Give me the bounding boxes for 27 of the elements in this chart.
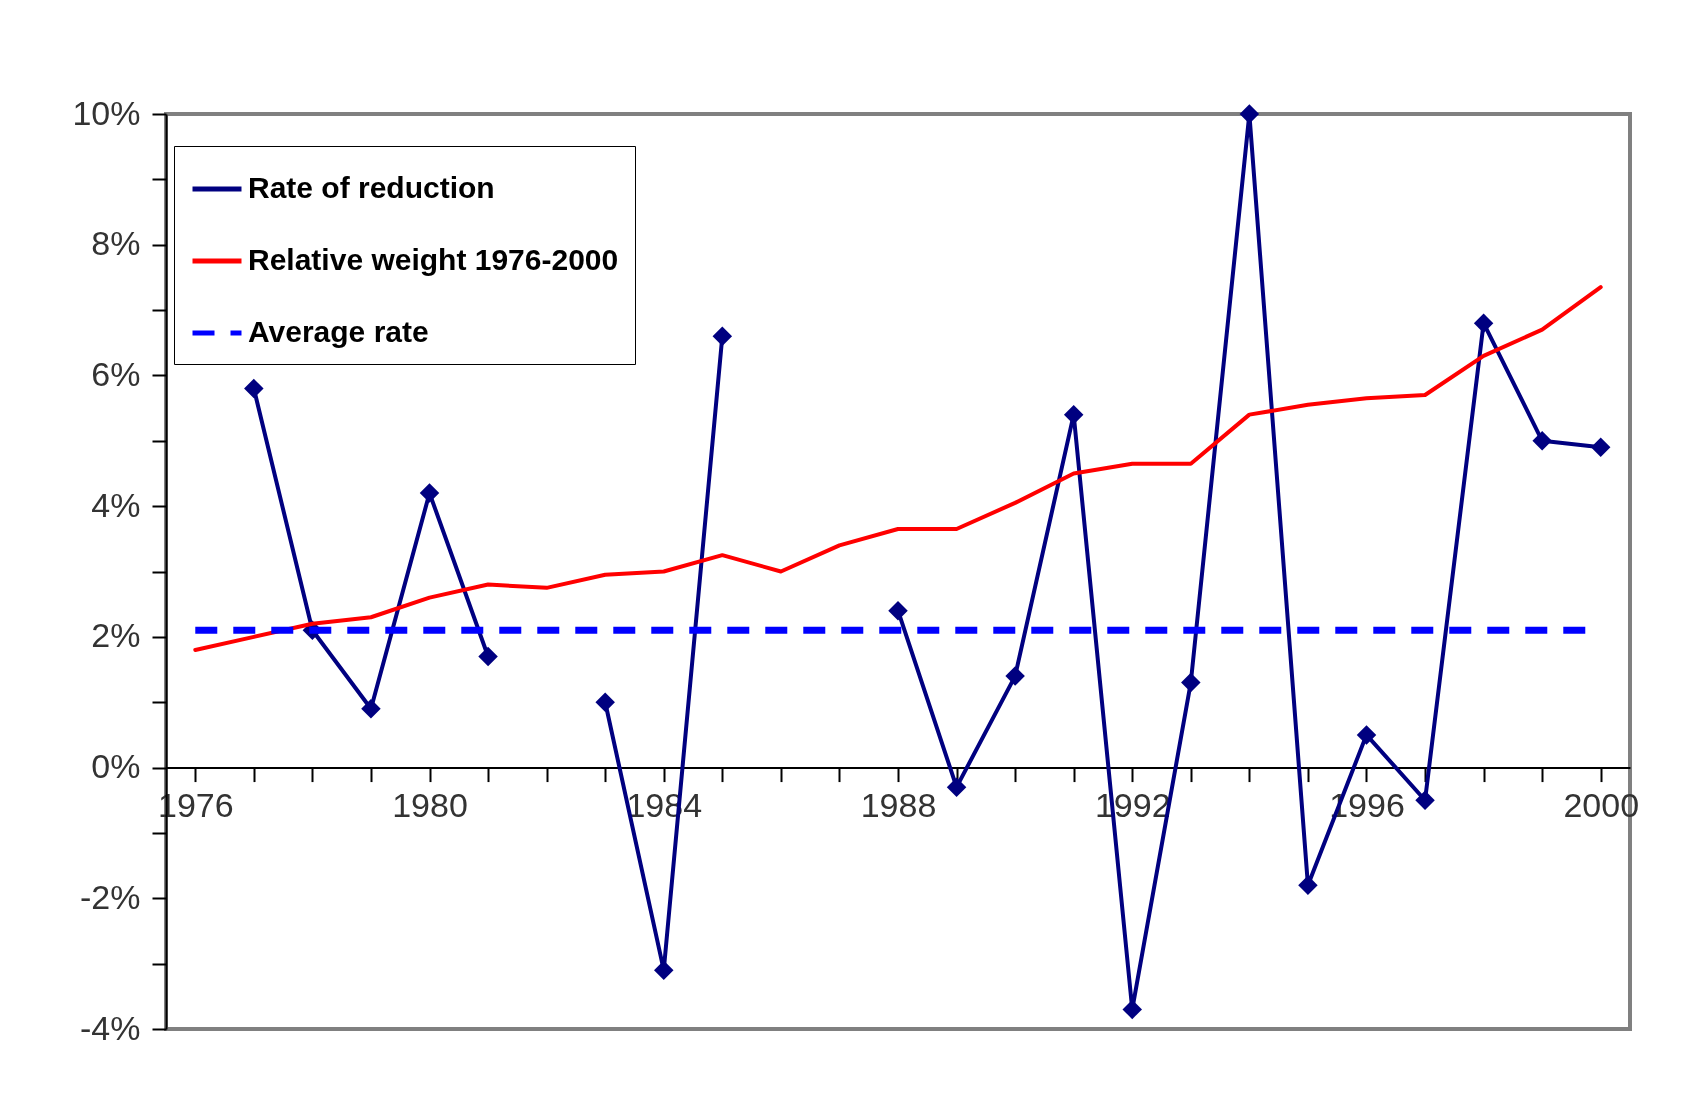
y-tick-label: -4% xyxy=(80,1008,141,1047)
point xyxy=(1532,431,1552,451)
y-tick-label: -2% xyxy=(80,877,141,916)
legend-label: Relative weight 1976-2000 xyxy=(248,243,619,276)
point xyxy=(1239,104,1260,124)
x-tick-label: 1988 xyxy=(860,786,937,825)
y-tick-label: 4% xyxy=(91,485,141,524)
point xyxy=(1181,672,1201,693)
point xyxy=(1005,666,1025,686)
point xyxy=(1590,437,1611,458)
point xyxy=(1122,999,1142,1020)
y-tick-label: 10% xyxy=(72,93,141,132)
point xyxy=(1356,725,1377,745)
y-tick-label: 2% xyxy=(91,616,141,655)
y-tick-label: 0% xyxy=(91,747,141,786)
line-series xyxy=(193,285,1603,652)
x-tick-label: 1980 xyxy=(392,786,468,825)
legend-label: Average rate xyxy=(248,315,429,348)
legend-label: Rate of reduction xyxy=(248,171,495,204)
point xyxy=(1298,875,1318,895)
point xyxy=(1415,790,1435,810)
point xyxy=(1473,313,1494,333)
y-tick-label: 8% xyxy=(91,224,141,263)
point xyxy=(1063,404,1084,425)
point xyxy=(888,600,908,621)
point xyxy=(946,777,967,797)
y-tick-label: 6% xyxy=(91,354,141,393)
